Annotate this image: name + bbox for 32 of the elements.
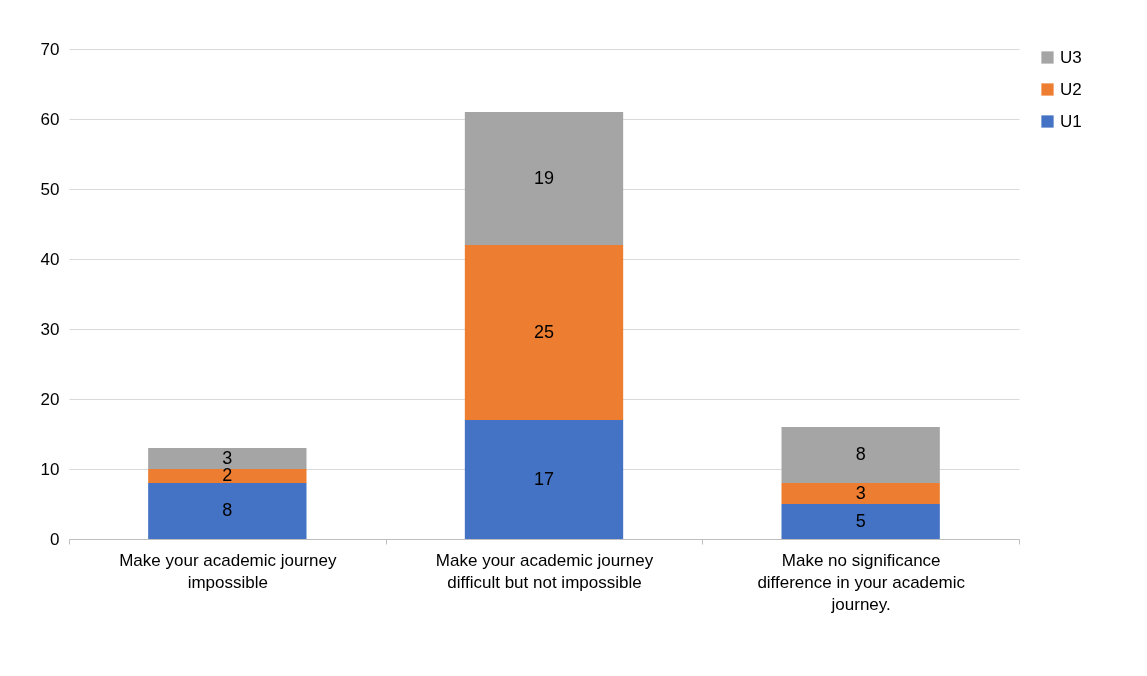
data-label: 3 <box>855 482 866 503</box>
y-tick-label: 30 <box>40 319 60 339</box>
y-tick-label: 50 <box>40 179 60 199</box>
bar <box>781 483 940 504</box>
bar <box>148 448 307 469</box>
data-label: 3 <box>222 447 233 468</box>
x-tick-label: Make no significance difference in your academic journey. <box>757 550 966 614</box>
bar <box>148 483 307 539</box>
y-tick-label: 10 <box>40 459 60 479</box>
bar <box>148 469 307 483</box>
bar <box>464 245 624 420</box>
bar <box>781 427 940 483</box>
data-label: 8 <box>222 500 233 520</box>
y-tick-label: 40 <box>40 249 60 269</box>
y-tick-label: 0 <box>50 529 60 549</box>
x-tick-label: Make your academic journey impossible <box>119 550 337 592</box>
data-label: 25 <box>533 321 555 342</box>
bar <box>464 420 624 539</box>
data-label: 19 <box>533 167 555 188</box>
y-tick-label: 20 <box>40 389 60 409</box>
y-tick-label: 60 <box>40 109 60 129</box>
legend-label: U3 <box>1060 47 1082 67</box>
data-label: 2 <box>222 465 233 485</box>
data-label: 5 <box>855 510 866 531</box>
data-label: 17 <box>533 468 555 489</box>
bar <box>781 504 940 539</box>
y-tick-label: 70 <box>40 39 60 59</box>
bar <box>464 112 624 245</box>
x-tick-label: Make your academic journey difficult but not impossible <box>435 550 654 592</box>
legend-label: U1 <box>1060 111 1082 131</box>
data-label: 8 <box>855 444 866 464</box>
legend-label: U2 <box>1060 79 1082 99</box>
